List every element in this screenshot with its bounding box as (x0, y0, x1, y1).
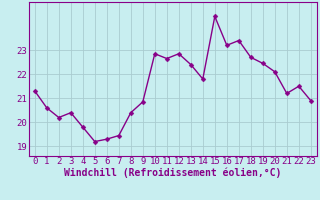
X-axis label: Windchill (Refroidissement éolien,°C): Windchill (Refroidissement éolien,°C) (64, 168, 282, 178)
